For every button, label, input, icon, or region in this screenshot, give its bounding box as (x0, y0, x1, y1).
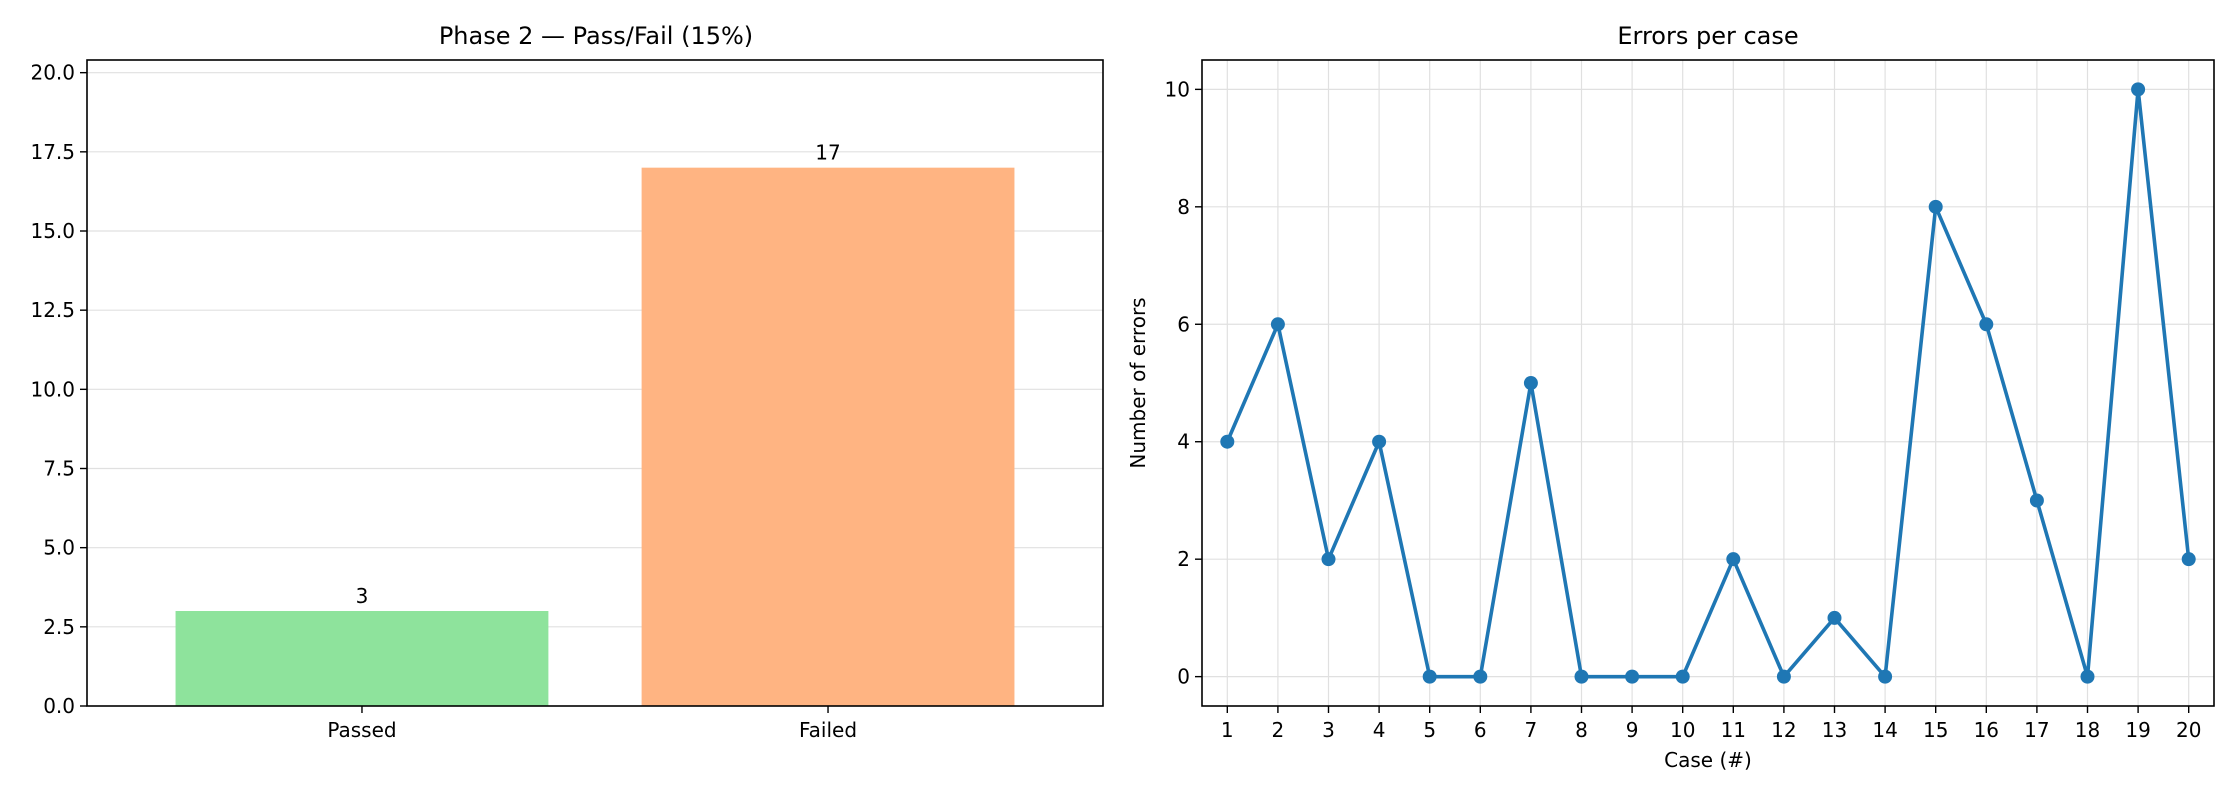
line-chart-x-tick-label: 5 (1423, 718, 1436, 742)
errors-data-point (1372, 434, 1387, 449)
line-chart-x-tick-label: 4 (1373, 718, 1386, 742)
pass-fail-bar-chart: Phase 2 — Pass/Fail (15%) 3 17 0.0 2.5 5.0 7… (30, 22, 1104, 742)
errors-data-point (1422, 669, 1437, 684)
line-chart-x-tick-label: 10 (1670, 718, 1695, 742)
errors-data-point (1776, 669, 1791, 684)
errors-series-line (1225, 87, 2191, 679)
bar-chart-y-tick-label: 5.0 (43, 536, 75, 560)
line-chart-x-tick-label: 19 (2125, 718, 2150, 742)
bar-chart-y-tick-label: 2.5 (43, 615, 75, 639)
line-chart-y-tick-label: 10 (1165, 77, 1190, 101)
errors-data-point (1574, 669, 1589, 684)
bar-chart-y-axis: 0.0 2.5 5.0 7.5 10.0 12.5 15.0 17.5 20.0 (30, 61, 87, 718)
line-chart-frame (1201, 59, 2215, 707)
line-chart-y-tick-label: 2 (1177, 547, 1190, 571)
errors-data-point (1928, 199, 1943, 214)
line-chart-title: Errors per case (1617, 22, 1798, 50)
line-chart-y-tick-label: 0 (1177, 665, 1190, 689)
errors-data-point (1625, 669, 1640, 684)
line-chart-x-tick-label: 13 (1822, 718, 1847, 742)
bar-chart-x-tick-label: Passed (327, 718, 396, 742)
line-chart-gridlines (1202, 60, 2214, 706)
line-chart-x-tick-label: 8 (1575, 718, 1588, 742)
bar-chart-y-tick-label: 15.0 (30, 219, 75, 243)
bar-passed (175, 611, 549, 706)
line-chart-x-tick-label: 18 (2075, 718, 2100, 742)
bar-failed (641, 167, 1015, 706)
line-chart-series (1220, 82, 2196, 684)
bar-chart-y-tick-label: 7.5 (43, 457, 75, 481)
line-chart-x-tick-label: 9 (1626, 718, 1639, 742)
errors-data-point (1979, 317, 1994, 332)
bar-chart-x-axis: Passed Failed (327, 706, 857, 742)
bar-chart-y-tick-label: 17.5 (30, 140, 75, 164)
line-chart-y-tick-label: 4 (1177, 430, 1190, 454)
line-chart-x-tick-label: 17 (2024, 718, 2049, 742)
line-chart-x-tick-label: 16 (1974, 718, 1999, 742)
bar-chart-x-tick-label: Failed (799, 718, 857, 742)
bar-chart-data-labels: 3 17 (356, 141, 841, 608)
errors-data-point (1827, 610, 1842, 625)
line-chart-y-axis: 0 2 4 6 8 10 (1165, 77, 1202, 689)
line-chart-x-axis-label: Case (#) (1664, 748, 1752, 772)
line-chart-y-axis-label: Number of errors (1126, 297, 1150, 468)
line-chart-x-axis: 1 2 3 4 5 6 7 8 9 10 11 12 13 14 15 16 17 18 19 20 (1221, 706, 2201, 742)
errors-data-point (1270, 317, 1285, 332)
errors-data-point (2080, 669, 2095, 684)
errors-data-point (1220, 434, 1235, 449)
bar-chart-bars (175, 167, 1015, 706)
errors-data-point (1321, 552, 1336, 567)
errors-data-point (1726, 552, 1741, 567)
line-chart-x-tick-label: 7 (1525, 718, 1538, 742)
line-chart-y-tick-label: 6 (1177, 312, 1190, 336)
bar-chart-frame (86, 59, 1104, 707)
line-chart-x-tick-label: 20 (2176, 718, 2201, 742)
errors-data-point (1878, 669, 1893, 684)
line-chart-x-tick-label: 2 (1272, 718, 1285, 742)
line-chart-x-tick-label: 3 (1322, 718, 1335, 742)
bar-data-label: 3 (356, 584, 369, 608)
bar-data-label: 17 (815, 141, 840, 165)
line-chart-y-tick-label: 8 (1177, 195, 1190, 219)
errors-data-point (2181, 552, 2196, 567)
errors-data-point (1523, 376, 1538, 390)
bar-chart-y-tick-label: 0.0 (43, 694, 75, 718)
bar-chart-y-tick-label: 12.5 (30, 298, 75, 322)
line-chart-x-tick-label: 6 (1474, 718, 1487, 742)
line-chart-x-tick-label: 1 (1221, 718, 1234, 742)
line-chart-x-tick-label: 15 (1923, 718, 1948, 742)
bar-chart-title: Phase 2 — Pass/Fail (15%) (439, 22, 753, 50)
errors-data-point (2131, 82, 2146, 97)
errors-data-point (1473, 669, 1488, 684)
line-chart-x-tick-label: 11 (1721, 718, 1746, 742)
errors-data-point (1675, 669, 1690, 684)
line-chart-x-tick-label: 14 (1872, 718, 1897, 742)
errors-data-point (2029, 493, 2044, 508)
bar-chart-y-tick-label: 20.0 (30, 61, 75, 85)
line-chart-x-tick-label: 12 (1771, 718, 1796, 742)
bar-chart-y-tick-label: 10.0 (30, 377, 75, 401)
